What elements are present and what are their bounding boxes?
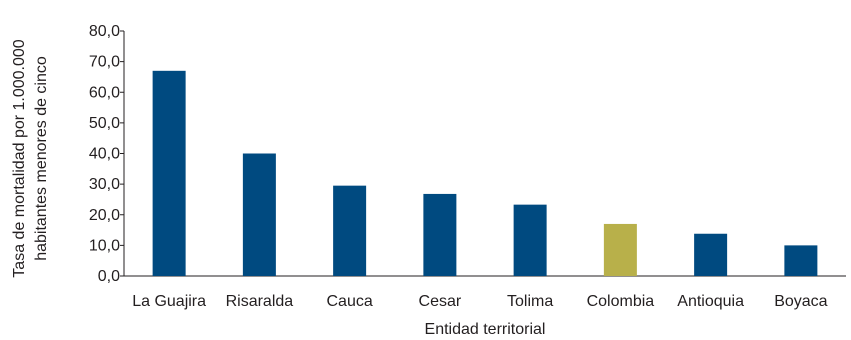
y-axis-title-line: Tasa de mortalidad por 1.000.000 — [11, 39, 28, 277]
y-tick-label: 20,0 — [89, 207, 120, 224]
bar-boyaca — [784, 245, 818, 276]
y-tick-label: 60,0 — [89, 84, 120, 101]
y-tick-label: 50,0 — [89, 115, 120, 132]
x-axis-labels: La Guajira Risaralda Cauca Cesar Tolima Colom… — [132, 293, 827, 310]
y-axis-ticks: 0,0 10,0 20,0 30,0 40,0 50,0 60,0 70,0 80,0 — [89, 23, 124, 285]
bar-cesar — [423, 193, 457, 276]
y-tick-label: 40,0 — [89, 146, 120, 163]
y-tick-label: 0,0 — [98, 268, 120, 285]
x-tick-label: Tolima — [507, 293, 553, 310]
y-axis-title-line: habitantes menores de cinco — [33, 56, 50, 261]
y-tick-label: 30,0 — [89, 176, 120, 193]
x-tick-label: Colombia — [587, 293, 655, 310]
bar-la-guajira — [152, 70, 186, 276]
bar-cauca — [333, 185, 367, 276]
x-tick-label: Cesar — [419, 293, 462, 310]
y-axis-title: Tasa de mortalidad por 1.000.000 habitant… — [11, 39, 50, 277]
y-tick-label: 10,0 — [89, 237, 120, 254]
bar-colombia — [603, 223, 637, 276]
x-tick-label: Risaralda — [226, 293, 294, 310]
x-axis-title: Entidad territorial — [425, 321, 546, 338]
x-tick-label: Cauca — [327, 293, 373, 310]
bar-risaralda — [242, 153, 276, 276]
bar-tolima — [513, 204, 547, 276]
x-tick-label: La Guajira — [132, 293, 206, 310]
y-tick-label: 70,0 — [89, 54, 120, 71]
bar-antioquia — [694, 233, 728, 276]
x-tick-label: Antioquia — [677, 293, 744, 310]
x-tick-label: Boyaca — [774, 293, 827, 310]
y-tick-label: 80,0 — [89, 23, 120, 40]
bars — [152, 70, 818, 276]
